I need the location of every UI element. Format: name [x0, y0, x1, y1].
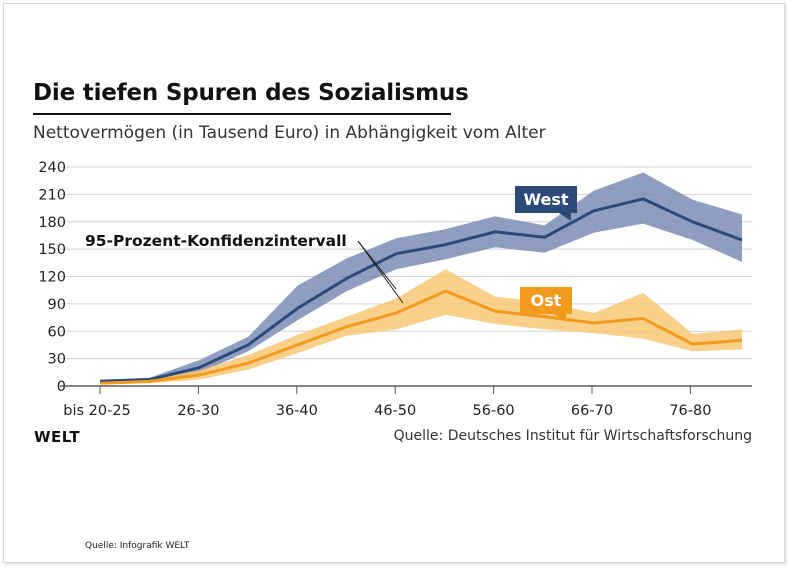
series-label-west: West [515, 186, 577, 221]
image-credit: Quelle: Infografik WELT [85, 541, 190, 551]
series-label-west-box [515, 186, 577, 213]
series-line-west [99, 197, 743, 383]
x-tick-label: 26-30 [177, 403, 219, 419]
x-axis: bis 20-25 26-30 36-40 46-50 56-60 66-70 76-80 [60, 385, 752, 419]
y-tick-label: 90 [48, 297, 66, 313]
confidence-band-west [100, 172, 742, 383]
y-tick-label: 120 [38, 270, 66, 286]
y-tick-label: 210 [38, 187, 66, 203]
chart-frame [3, 3, 785, 563]
confidence-band-ost [100, 269, 742, 385]
series-line-ost [99, 289, 743, 385]
series-lines [99, 197, 743, 385]
x-tick-label: 76-80 [669, 403, 711, 419]
series-label-west-text: West [523, 190, 568, 209]
confidence-interval-label: 95-Prozent-Konfidenzintervall [85, 232, 347, 250]
x-tick-label: 66-70 [571, 403, 613, 419]
series-label-ost-box [520, 287, 572, 314]
series-label-ost: Ost [520, 287, 572, 322]
confidence-bands [100, 172, 742, 385]
series-label-west-pointer [559, 213, 571, 221]
x-tick-label: 56-60 [473, 403, 515, 419]
leader-line-ost [357, 240, 404, 304]
y-tick-label: 150 [38, 242, 66, 258]
series-label-ost-pointer [554, 314, 566, 322]
x-tick-label: 46-50 [374, 403, 416, 419]
chart-subtitle: Nettovermögen (in Tausend Euro) in Abhän… [33, 123, 546, 143]
title-underline [33, 113, 451, 115]
welt-logo: WELT [34, 428, 81, 446]
y-tick-label: 180 [38, 215, 66, 231]
x-tick-label: bis 20-25 [63, 403, 131, 419]
annotations: 95-Prozent-Konfidenzintervall West Ost [85, 186, 577, 322]
y-tick-label: 0 [57, 379, 66, 395]
y-tick-label: 240 [38, 160, 66, 176]
x-tick-label: 36-40 [276, 403, 318, 419]
y-tick-label: 60 [48, 324, 66, 340]
series-label-ost-text: Ost [531, 291, 562, 310]
source-note: Quelle: Deutsches Institut für Wirtschaf… [393, 428, 752, 444]
y-tick-label: 30 [48, 352, 66, 368]
chart-title: Die tiefen Spuren des Sozialismus [33, 80, 469, 106]
y-axis-tick-labels: 0 30 60 90 120 150 180 210 240 [38, 160, 66, 395]
